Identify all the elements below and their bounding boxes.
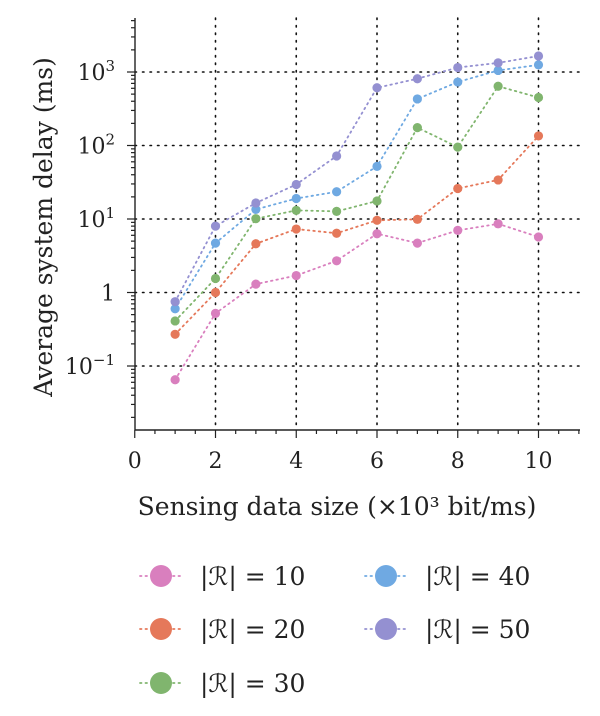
series-2 [170, 131, 544, 339]
data-point [493, 58, 503, 68]
data-point [453, 225, 463, 235]
data-point [332, 228, 342, 238]
data-point [332, 151, 342, 161]
legend-entry: |ℛ| = 50 [364, 615, 530, 645]
data-point [170, 329, 180, 339]
data-point [332, 256, 342, 266]
legend-entry: |ℛ| = 20 [139, 615, 305, 645]
data-point [372, 196, 382, 206]
data-point [170, 297, 180, 307]
legend-label: |ℛ| = 30 [200, 669, 305, 699]
data-point [291, 193, 301, 204]
data-point [170, 316, 180, 326]
series-line [174, 85, 540, 322]
data-point [372, 229, 382, 239]
legend-label: |ℛ| = 40 [425, 562, 530, 592]
data-point [210, 221, 221, 231]
x-tick-label: 6 [370, 449, 384, 474]
y-axis-title: Average system delay (ms) [29, 57, 58, 398]
grid-lines [134, 17, 581, 431]
data-point [493, 65, 503, 76]
x-tick-label: 4 [289, 449, 303, 474]
data-point [493, 175, 503, 185]
legend-marker [150, 565, 172, 587]
series-3 [170, 81, 544, 326]
x-tick-label: 8 [451, 449, 465, 474]
data-point [210, 238, 221, 248]
legend-label: |ℛ| = 10 [200, 562, 305, 592]
x-tick-label: 10 [525, 449, 553, 474]
data-point [533, 92, 544, 103]
data-point [533, 232, 544, 242]
data-point [251, 239, 261, 249]
data-point [170, 304, 180, 314]
data-point [533, 60, 544, 70]
legend-marker [375, 565, 397, 587]
data-point [332, 206, 342, 216]
y-tick-label: 1 [101, 282, 115, 307]
data-point [251, 204, 261, 215]
legend-entry: |ℛ| = 10 [139, 562, 305, 592]
data-point [170, 375, 180, 385]
series-line [174, 63, 540, 310]
y-tick-label: 10−1 [65, 351, 115, 380]
data-point [372, 83, 382, 93]
data-point [210, 273, 221, 284]
data-point [210, 287, 221, 298]
data-point [493, 81, 503, 91]
tick-labels: 0 2 4 6 8 10 10−1 1 101 102 103 [65, 57, 553, 474]
data-point [453, 77, 463, 87]
legend-entry: |ℛ| = 40 [364, 562, 530, 592]
series-4 [170, 60, 544, 314]
data-point [372, 161, 382, 171]
data-point [291, 179, 301, 190]
x-axis-title: Sensing data size (×10³ bit/ms) [138, 492, 537, 521]
data-point [453, 62, 463, 73]
data-point [251, 279, 261, 289]
data-point [412, 94, 422, 104]
data-point [291, 224, 301, 234]
data-point [453, 142, 463, 152]
series-5 [170, 51, 544, 307]
data-point [291, 205, 301, 215]
series-layer [170, 51, 544, 385]
legend: |ℛ| = 10 |ℛ| = 20 |ℛ| = 30 |ℛ| = 40 |ℛ| = 50 [139, 562, 530, 699]
axes [127, 18, 580, 438]
legend-label: |ℛ| = 20 [200, 615, 305, 645]
series-1 [170, 219, 544, 385]
x-tick-label: 0 [128, 449, 142, 474]
series-line [174, 222, 540, 381]
data-point [251, 214, 261, 224]
data-point [412, 238, 422, 248]
data-point [210, 308, 221, 318]
legend-marker [150, 672, 172, 694]
series-line [174, 55, 540, 303]
data-point [533, 131, 544, 141]
legend-label: |ℛ| = 50 [425, 615, 530, 645]
legend-marker [150, 618, 172, 640]
legend-entry: |ℛ| = 30 [139, 669, 305, 699]
y-tick-label: 101 [77, 204, 115, 233]
data-point [332, 187, 342, 197]
data-point [251, 198, 261, 208]
data-point [533, 51, 544, 61]
y-tick-label: 102 [77, 131, 115, 160]
data-point [412, 123, 422, 133]
data-point [493, 219, 503, 229]
series-line [174, 135, 540, 336]
data-point [412, 214, 422, 224]
data-point [412, 74, 422, 84]
x-tick-label: 2 [209, 449, 223, 474]
y-tick-label: 103 [77, 57, 115, 86]
data-point [453, 183, 463, 194]
legend-marker [375, 618, 397, 640]
data-point [372, 215, 382, 225]
data-point [291, 270, 301, 281]
